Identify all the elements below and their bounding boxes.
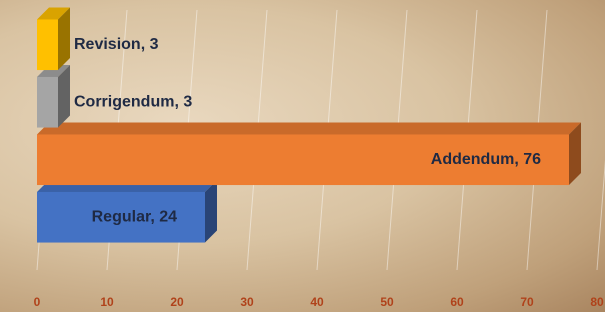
bar: [37, 19, 58, 70]
x-tick-label: 60: [450, 295, 464, 309]
page: 0 10 20 30 40 50 60 70 80 Regular, 24 Addendum, 76…: [0, 0, 605, 312]
bar-top: [37, 122, 581, 134]
x-tick-label: 0: [34, 295, 41, 309]
chart: 0 10 20 30 40 50 60 70 80 Regular, 24 Addendum, 76…: [0, 0, 605, 312]
x-tick-label: 50: [380, 295, 394, 309]
grid-line: [597, 10, 605, 270]
x-tick-label: 80: [590, 295, 604, 309]
data-label: Corrigendum, 3: [74, 93, 192, 110]
x-tick-label: 20: [170, 295, 184, 309]
bar: [37, 77, 58, 128]
x-tick-label: 30: [240, 295, 254, 309]
x-tick-label: 40: [310, 295, 324, 309]
data-label: Regular, 24: [92, 208, 177, 225]
data-label: Addendum, 76: [431, 151, 541, 168]
x-tick-label: 10: [100, 295, 114, 309]
x-tick-label: 70: [520, 295, 534, 309]
data-label: Revision, 3: [74, 36, 159, 53]
